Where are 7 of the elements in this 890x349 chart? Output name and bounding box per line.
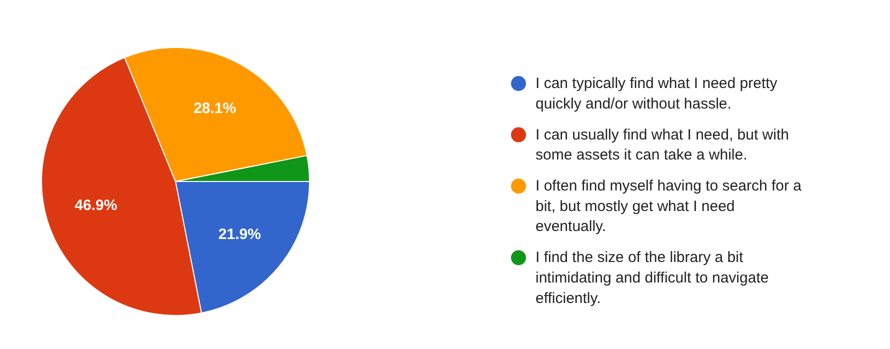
- legend-label: I find the size of the library a bit intimidating and difficult to navigate efficiently.: [536, 249, 769, 307]
- data-label: 21.9%: [218, 226, 261, 243]
- data-label: 28.1%: [194, 100, 236, 117]
- data-label: 46.9%: [74, 196, 118, 214]
- legend-label: I can usually find what I need, but with some assets it can take a while.: [536, 126, 789, 164]
- legend-label: I can typically find what I need pretty quickly and/or without hassle.: [536, 75, 778, 112]
- legend-label: I often find myself having to search for a bit, but mostly get what I need eventually.: [536, 178, 802, 236]
